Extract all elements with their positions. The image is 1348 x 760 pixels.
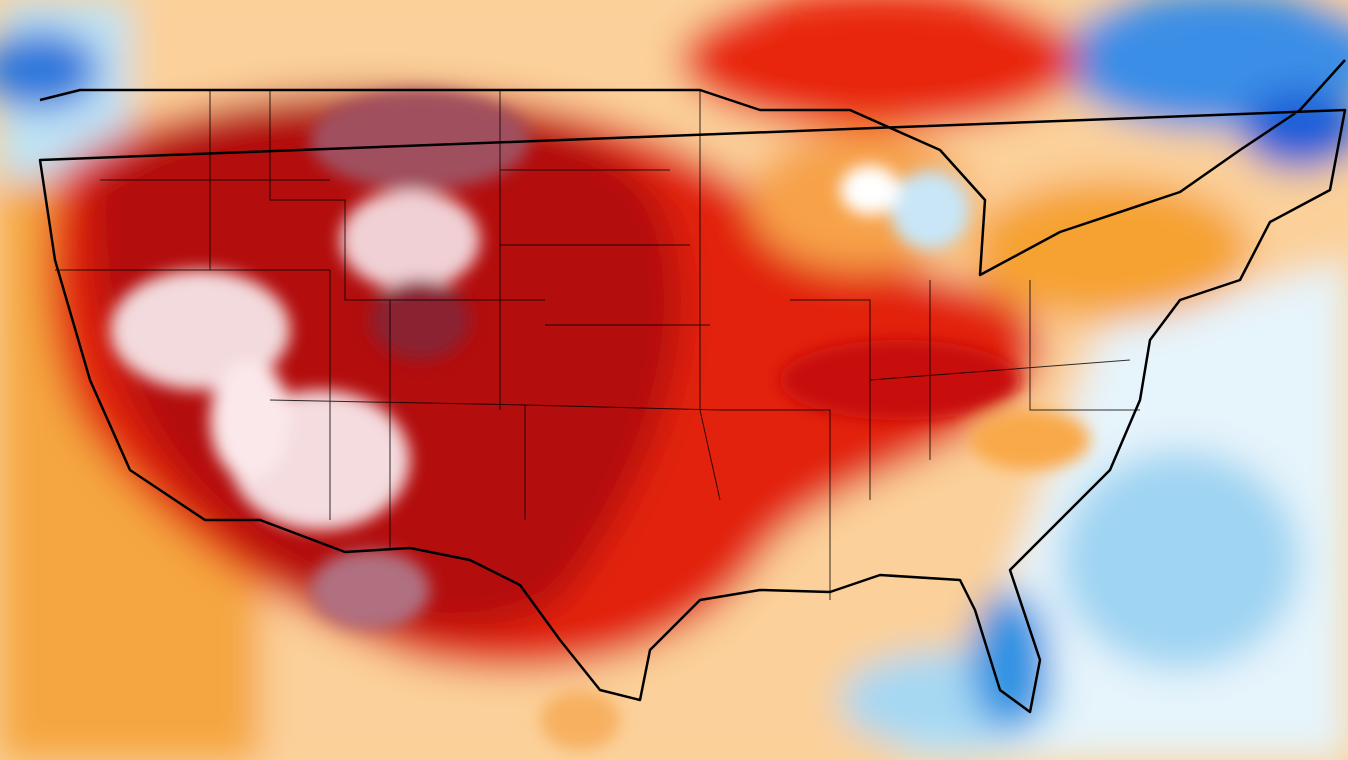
state-line (500, 90, 721, 520)
lake-white (840, 165, 900, 215)
hot-spot (310, 90, 530, 190)
midwest-hot (780, 340, 1020, 420)
extreme-spot (110, 270, 290, 390)
extreme-spot (340, 190, 480, 290)
heat-intense (89, 92, 681, 631)
northeast-warm (970, 180, 1250, 320)
state-lines (55, 90, 1140, 600)
carolina-warm (970, 410, 1090, 470)
florida-cool (970, 590, 1050, 730)
state-line (100, 90, 721, 550)
hot-spot (370, 280, 470, 360)
state-line (720, 280, 1140, 600)
canada-hot (680, 0, 1080, 130)
extreme-spot (210, 360, 290, 480)
lake-cool (890, 170, 970, 250)
atlantic-cool-patch (1060, 450, 1300, 670)
mexico-warm (540, 690, 620, 750)
hot-spot (310, 550, 430, 630)
